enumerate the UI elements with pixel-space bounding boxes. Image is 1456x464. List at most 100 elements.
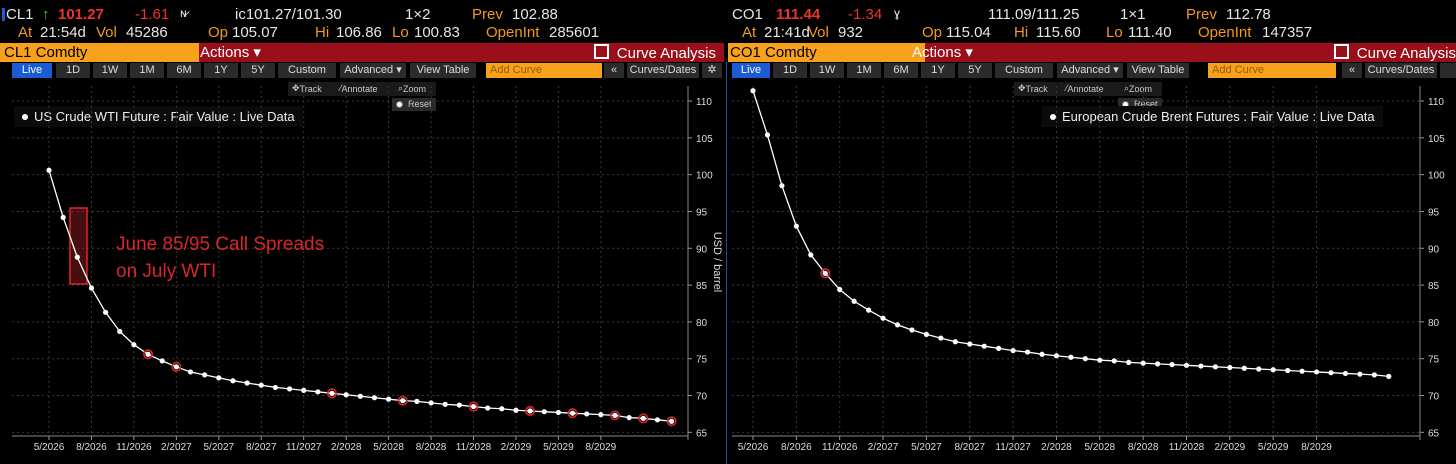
y-tick-label: 90: [696, 244, 708, 255]
data-point: [1053, 353, 1060, 359]
data-point: [1227, 364, 1233, 371]
highlight-ring: [397, 395, 408, 406]
data-point: [793, 223, 799, 229]
x-tick-label: 5/2028: [373, 442, 404, 453]
data-point: [1111, 358, 1117, 364]
view-table-button[interactable]: View Table: [1127, 63, 1189, 78]
highlight-ring: [567, 408, 578, 419]
data-point: [216, 375, 222, 381]
security-toolbar: CL1 Comdty Actions ▾ Curve Analysis: [0, 43, 724, 62]
data-point: [103, 309, 109, 315]
data-point: [866, 307, 872, 313]
data-point: [923, 331, 929, 338]
track-tool[interactable]: ✥ Track: [292, 83, 322, 94]
data-point: [456, 402, 462, 408]
bid-ask: 111.09/111.25: [988, 6, 1080, 23]
data-point: [400, 398, 406, 404]
x-tick-label: 8/2028: [1128, 442, 1159, 453]
zoom-tool[interactable]: ⌕ Zoom: [1124, 83, 1153, 94]
annotate-tool[interactable]: ⁄ Annotate: [1066, 83, 1104, 94]
y-tick-label: 95: [696, 207, 708, 218]
curves-dates-button[interactable]: Curves/Dates: [627, 63, 699, 78]
data-point: [329, 390, 335, 396]
curve-analysis-title[interactable]: Curve Analysis: [593, 43, 716, 63]
collapse-icon[interactable]: «: [604, 63, 624, 78]
advanced-menu[interactable]: Advanced ▾: [340, 63, 406, 78]
x-tick-label: 5/2029: [543, 442, 574, 453]
collapse-icon[interactable]: «: [1342, 63, 1362, 78]
security-field[interactable]: CO1 Comdty: [728, 43, 925, 62]
curve-analysis-title[interactable]: Curve Analysis: [1333, 43, 1456, 63]
track-tool[interactable]: ✥ Track: [1018, 83, 1048, 94]
prev-value: 112.78: [1226, 6, 1271, 23]
zoom-label: Zoom: [403, 84, 427, 94]
openint-label: OpenInt: [486, 24, 540, 41]
x-tick-label: 2/2027: [161, 442, 192, 453]
settings-icon[interactable]: ✲: [702, 63, 722, 78]
low-value: 111.40: [1128, 24, 1172, 41]
sparkline-icon: ɴ̷: [180, 6, 187, 20]
range-5y-button[interactable]: 5Y: [241, 63, 275, 78]
data-point: [555, 409, 562, 416]
highlight-box: [69, 207, 88, 285]
curves-dates-button[interactable]: Curves/Dates: [1365, 63, 1437, 78]
add-curve-input[interactable]: Add Curve: [486, 63, 602, 78]
quote-line-1: CO1 111.44 -1.34 ɣ 111.09/111.25 1×1 Pre…: [728, 6, 1456, 24]
custom-button[interactable]: Custom: [995, 63, 1053, 78]
x-tick-label: 11/2026: [116, 442, 152, 453]
data-point: [117, 328, 123, 335]
range-6m-button[interactable]: 6M: [884, 63, 918, 78]
sparkline-icon: ɣ: [894, 6, 901, 20]
custom-button[interactable]: Custom: [278, 63, 336, 78]
y-tick-label: 65: [1428, 428, 1440, 439]
range-1y-button[interactable]: 1Y: [921, 63, 955, 78]
annotate-label: Annotate: [341, 84, 378, 94]
range-1d-button[interactable]: 1D: [773, 63, 807, 78]
data-point: [909, 327, 915, 333]
range-1w-button[interactable]: 1W: [93, 63, 127, 78]
security-field[interactable]: CL1 Comdty: [0, 43, 199, 62]
y-tick-label: 85: [1428, 281, 1440, 292]
x-tick-label: 8/2027: [954, 442, 985, 453]
actions-menu[interactable]: Actions ▾: [200, 44, 261, 61]
data-point: [1155, 361, 1161, 367]
chart-tools: ✥ Track ⁄ Annotate ⌕ Zoom: [288, 82, 436, 96]
view-table-button[interactable]: View Table: [410, 63, 476, 78]
data-point: [640, 415, 646, 421]
actions-menu[interactable]: Actions ▾: [912, 44, 973, 61]
data-point: [1256, 366, 1262, 372]
range-1m-button[interactable]: 1M: [847, 63, 881, 78]
external-link-icon: [593, 44, 609, 59]
x-tick-label: 5/2026: [738, 442, 769, 453]
x-tick-label: 2/2029: [1215, 442, 1246, 453]
settings-icon[interactable]: [1440, 63, 1456, 78]
zoom-tool[interactable]: ⌕ Zoom: [398, 83, 427, 94]
annotate-tool[interactable]: ⁄ Annotate: [340, 83, 378, 94]
live-button[interactable]: Live: [732, 63, 770, 78]
low-label: Lo: [1106, 24, 1123, 41]
data-point: [669, 418, 675, 424]
y-tick-label: 95: [1428, 207, 1440, 218]
data-point: [527, 408, 533, 414]
high-label: Hi: [315, 24, 330, 41]
chart-legend: European Crude Brent Futures : Fair Valu…: [1042, 106, 1383, 127]
range-1w-button[interactable]: 1W: [810, 63, 844, 78]
live-button[interactable]: Live: [12, 63, 52, 78]
x-tick-label: 11/2028: [456, 442, 492, 453]
range-1m-button[interactable]: 1M: [130, 63, 164, 78]
data-point: [1328, 370, 1334, 376]
high-value: 115.60: [1036, 24, 1081, 41]
data-point: [343, 392, 349, 398]
range-1d-button[interactable]: 1D: [56, 63, 90, 78]
range-5y-button[interactable]: 5Y: [958, 63, 992, 78]
data-point: [1010, 348, 1016, 354]
data-point: [414, 398, 420, 404]
x-tick-label: 2/2029: [501, 442, 532, 453]
range-6m-button[interactable]: 6M: [167, 63, 201, 78]
range-1y-button[interactable]: 1Y: [204, 63, 238, 78]
advanced-menu[interactable]: Advanced ▾: [1057, 63, 1123, 78]
add-curve-input[interactable]: Add Curve: [1208, 63, 1336, 78]
last-price: 101.27: [58, 6, 104, 23]
data-point: [386, 396, 392, 402]
low-label: Lo: [392, 24, 409, 41]
